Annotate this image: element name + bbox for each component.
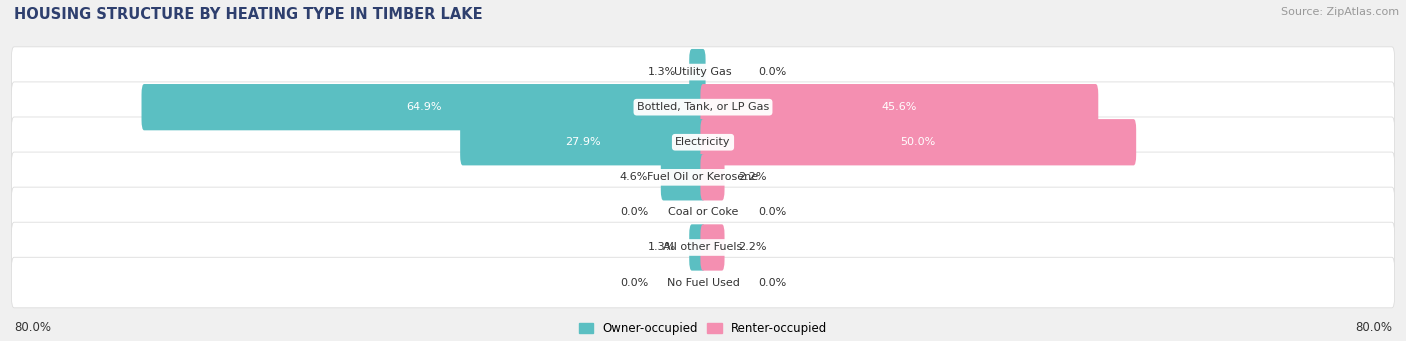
- Text: 80.0%: 80.0%: [1355, 321, 1392, 334]
- FancyBboxPatch shape: [689, 224, 706, 271]
- FancyBboxPatch shape: [11, 222, 1395, 273]
- Text: 0.0%: 0.0%: [758, 67, 786, 77]
- FancyBboxPatch shape: [11, 152, 1395, 203]
- Text: 4.6%: 4.6%: [619, 172, 647, 182]
- FancyBboxPatch shape: [661, 154, 706, 201]
- Text: 64.9%: 64.9%: [406, 102, 441, 112]
- Legend: Owner-occupied, Renter-occupied: Owner-occupied, Renter-occupied: [579, 322, 827, 335]
- Text: HOUSING STRUCTURE BY HEATING TYPE IN TIMBER LAKE: HOUSING STRUCTURE BY HEATING TYPE IN TIM…: [14, 7, 482, 22]
- FancyBboxPatch shape: [11, 47, 1395, 97]
- Text: All other Fuels: All other Fuels: [664, 242, 742, 252]
- FancyBboxPatch shape: [11, 257, 1395, 308]
- Text: 50.0%: 50.0%: [901, 137, 936, 147]
- Text: Electricity: Electricity: [675, 137, 731, 147]
- Text: Coal or Coke: Coal or Coke: [668, 207, 738, 218]
- FancyBboxPatch shape: [700, 154, 724, 201]
- Text: Fuel Oil or Kerosene: Fuel Oil or Kerosene: [647, 172, 759, 182]
- Text: 1.3%: 1.3%: [648, 67, 676, 77]
- Text: 0.0%: 0.0%: [758, 207, 786, 218]
- Text: Source: ZipAtlas.com: Source: ZipAtlas.com: [1281, 7, 1399, 17]
- FancyBboxPatch shape: [142, 84, 706, 130]
- FancyBboxPatch shape: [11, 82, 1395, 132]
- FancyBboxPatch shape: [700, 84, 1098, 130]
- Text: 0.0%: 0.0%: [620, 207, 648, 218]
- FancyBboxPatch shape: [700, 224, 724, 271]
- Text: 80.0%: 80.0%: [14, 321, 51, 334]
- FancyBboxPatch shape: [689, 49, 706, 95]
- FancyBboxPatch shape: [460, 119, 706, 165]
- Text: Bottled, Tank, or LP Gas: Bottled, Tank, or LP Gas: [637, 102, 769, 112]
- FancyBboxPatch shape: [700, 119, 1136, 165]
- Text: 1.3%: 1.3%: [648, 242, 676, 252]
- Text: 0.0%: 0.0%: [620, 278, 648, 287]
- Text: 0.0%: 0.0%: [758, 278, 786, 287]
- FancyBboxPatch shape: [11, 187, 1395, 238]
- Text: 27.9%: 27.9%: [565, 137, 600, 147]
- Text: No Fuel Used: No Fuel Used: [666, 278, 740, 287]
- Text: 2.2%: 2.2%: [738, 172, 766, 182]
- Text: Utility Gas: Utility Gas: [675, 67, 731, 77]
- Text: 2.2%: 2.2%: [738, 242, 766, 252]
- Text: 45.6%: 45.6%: [882, 102, 917, 112]
- FancyBboxPatch shape: [11, 117, 1395, 167]
